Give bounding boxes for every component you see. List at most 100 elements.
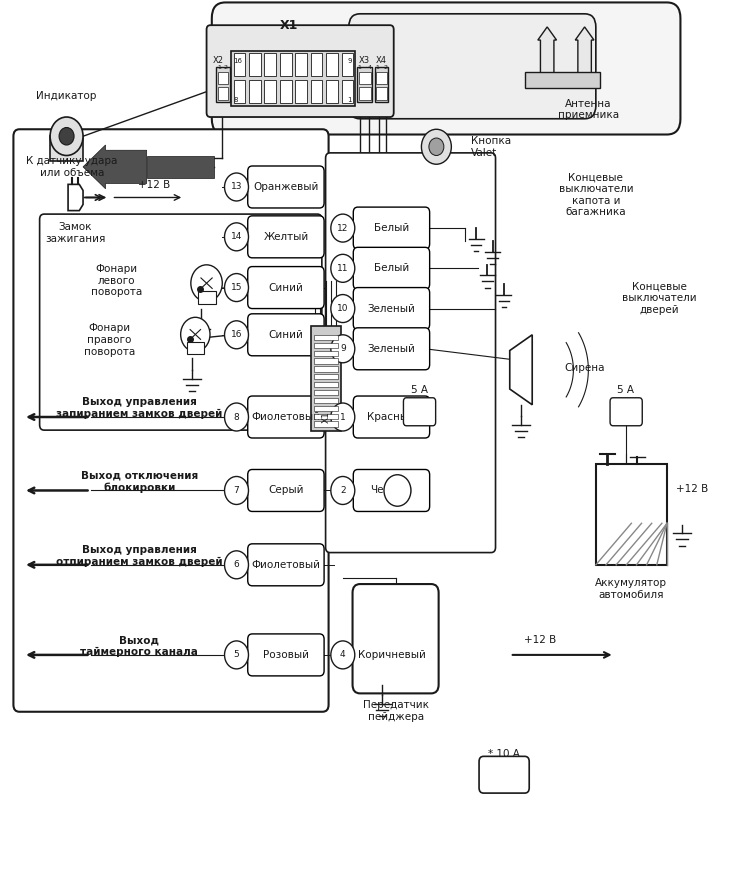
- Text: +12 В: +12 В: [676, 484, 708, 494]
- FancyBboxPatch shape: [248, 266, 324, 308]
- Bar: [358, 88, 370, 100]
- Text: 2: 2: [224, 65, 228, 70]
- Text: Выход отключения
блокировки: Выход отключения блокировки: [80, 470, 198, 493]
- Text: 9: 9: [340, 344, 346, 353]
- FancyBboxPatch shape: [349, 14, 596, 119]
- Text: +12 В: +12 В: [138, 180, 170, 190]
- Text: +12 В: +12 В: [524, 635, 556, 646]
- Circle shape: [224, 477, 248, 505]
- FancyBboxPatch shape: [211, 3, 680, 135]
- Bar: [296, 53, 307, 76]
- Text: Кнопка
Valet: Кнопка Valet: [471, 136, 511, 158]
- Text: X2: X2: [213, 56, 224, 65]
- Text: Фиолетовый: Фиолетовый: [251, 412, 320, 422]
- Bar: [314, 421, 338, 427]
- Bar: [314, 350, 338, 356]
- FancyBboxPatch shape: [248, 215, 324, 258]
- Bar: [233, 53, 245, 76]
- Bar: [358, 72, 370, 84]
- Bar: [341, 81, 353, 103]
- Text: Выход управления
отпиранием замков дверей: Выход управления отпиранием замков двере…: [56, 545, 223, 567]
- Text: 1: 1: [340, 413, 346, 421]
- Bar: [376, 72, 387, 84]
- Text: Желтый: Желтый: [263, 232, 308, 242]
- Bar: [197, 291, 215, 304]
- FancyBboxPatch shape: [40, 214, 322, 430]
- Text: Индикатор: Индикатор: [37, 91, 97, 102]
- Circle shape: [224, 173, 248, 201]
- Text: Белый: Белый: [374, 264, 409, 273]
- Bar: [311, 326, 341, 431]
- Text: 5 А: 5 А: [617, 385, 634, 394]
- Text: 2: 2: [340, 486, 346, 495]
- Bar: [314, 358, 338, 364]
- Bar: [296, 81, 307, 103]
- Text: Концевые
выключатели
дверей: Концевые выключатели дверей: [622, 281, 697, 314]
- Text: 14: 14: [231, 232, 242, 242]
- FancyBboxPatch shape: [353, 287, 430, 329]
- Text: 10: 10: [337, 304, 349, 313]
- Bar: [341, 53, 353, 76]
- Bar: [314, 406, 338, 411]
- Text: 5 А: 5 А: [411, 385, 428, 394]
- Circle shape: [224, 321, 248, 349]
- Circle shape: [224, 551, 248, 579]
- Text: X1: X1: [280, 18, 298, 32]
- FancyBboxPatch shape: [248, 166, 324, 208]
- Bar: [314, 382, 338, 387]
- Text: Концевые
выключатели
капота и
багажника: Концевые выключатели капота и багажника: [559, 173, 633, 217]
- FancyBboxPatch shape: [353, 247, 430, 289]
- Text: Белый: Белый: [374, 223, 409, 233]
- FancyBboxPatch shape: [248, 314, 324, 356]
- Text: Аккумулятор
автомобиля: Аккумулятор автомобиля: [596, 578, 668, 599]
- Polygon shape: [510, 335, 532, 405]
- FancyBboxPatch shape: [353, 634, 430, 676]
- Text: 11: 11: [337, 264, 349, 272]
- Bar: [314, 390, 338, 395]
- Bar: [280, 53, 292, 76]
- Bar: [314, 366, 338, 371]
- FancyBboxPatch shape: [248, 544, 324, 586]
- Text: Выход управления
запиранием замков дверей: Выход управления запиранием замков двере…: [56, 398, 222, 419]
- Text: Серый: Серый: [268, 485, 304, 496]
- Text: 1: 1: [217, 65, 221, 70]
- Bar: [217, 88, 228, 100]
- FancyArrow shape: [538, 27, 556, 84]
- Text: 16: 16: [231, 330, 242, 339]
- Text: Фиолетовый: Фиолетовый: [251, 560, 320, 569]
- FancyArrow shape: [83, 145, 147, 188]
- Circle shape: [224, 403, 248, 431]
- FancyArrow shape: [575, 27, 594, 84]
- Text: 1: 1: [358, 65, 362, 70]
- Text: К датчику удара
или объема: К датчику удара или объема: [26, 156, 118, 178]
- FancyBboxPatch shape: [248, 396, 324, 438]
- FancyBboxPatch shape: [248, 634, 324, 676]
- Circle shape: [224, 223, 248, 251]
- Bar: [525, 73, 599, 88]
- Bar: [187, 342, 204, 354]
- Text: Оранжевый: Оранжевый: [254, 182, 319, 192]
- FancyBboxPatch shape: [326, 153, 496, 553]
- Text: Зеленый: Зеленый: [368, 304, 416, 314]
- Text: X4: X4: [376, 56, 387, 65]
- Bar: [265, 53, 276, 76]
- FancyBboxPatch shape: [353, 470, 430, 512]
- FancyBboxPatch shape: [479, 756, 530, 793]
- Bar: [314, 413, 338, 419]
- Circle shape: [331, 403, 355, 431]
- Text: X3: X3: [359, 56, 370, 65]
- Text: 4: 4: [340, 650, 346, 660]
- Text: Выход
таймерного канала: Выход таймерного канала: [80, 635, 198, 657]
- Text: Антенна
приемника: Антенна приемника: [558, 99, 619, 120]
- Text: 8: 8: [234, 413, 239, 421]
- Bar: [147, 156, 214, 178]
- Bar: [233, 81, 245, 103]
- FancyBboxPatch shape: [352, 584, 439, 694]
- Text: Фонари
левого
поворота: Фонари левого поворота: [91, 264, 142, 297]
- Text: Замок
зажигания: Замок зажигания: [45, 222, 106, 244]
- Text: 13: 13: [231, 182, 242, 192]
- FancyBboxPatch shape: [404, 398, 436, 426]
- Text: 1: 1: [347, 97, 352, 103]
- Circle shape: [181, 317, 210, 351]
- Text: Коричневый: Коричневый: [358, 650, 425, 660]
